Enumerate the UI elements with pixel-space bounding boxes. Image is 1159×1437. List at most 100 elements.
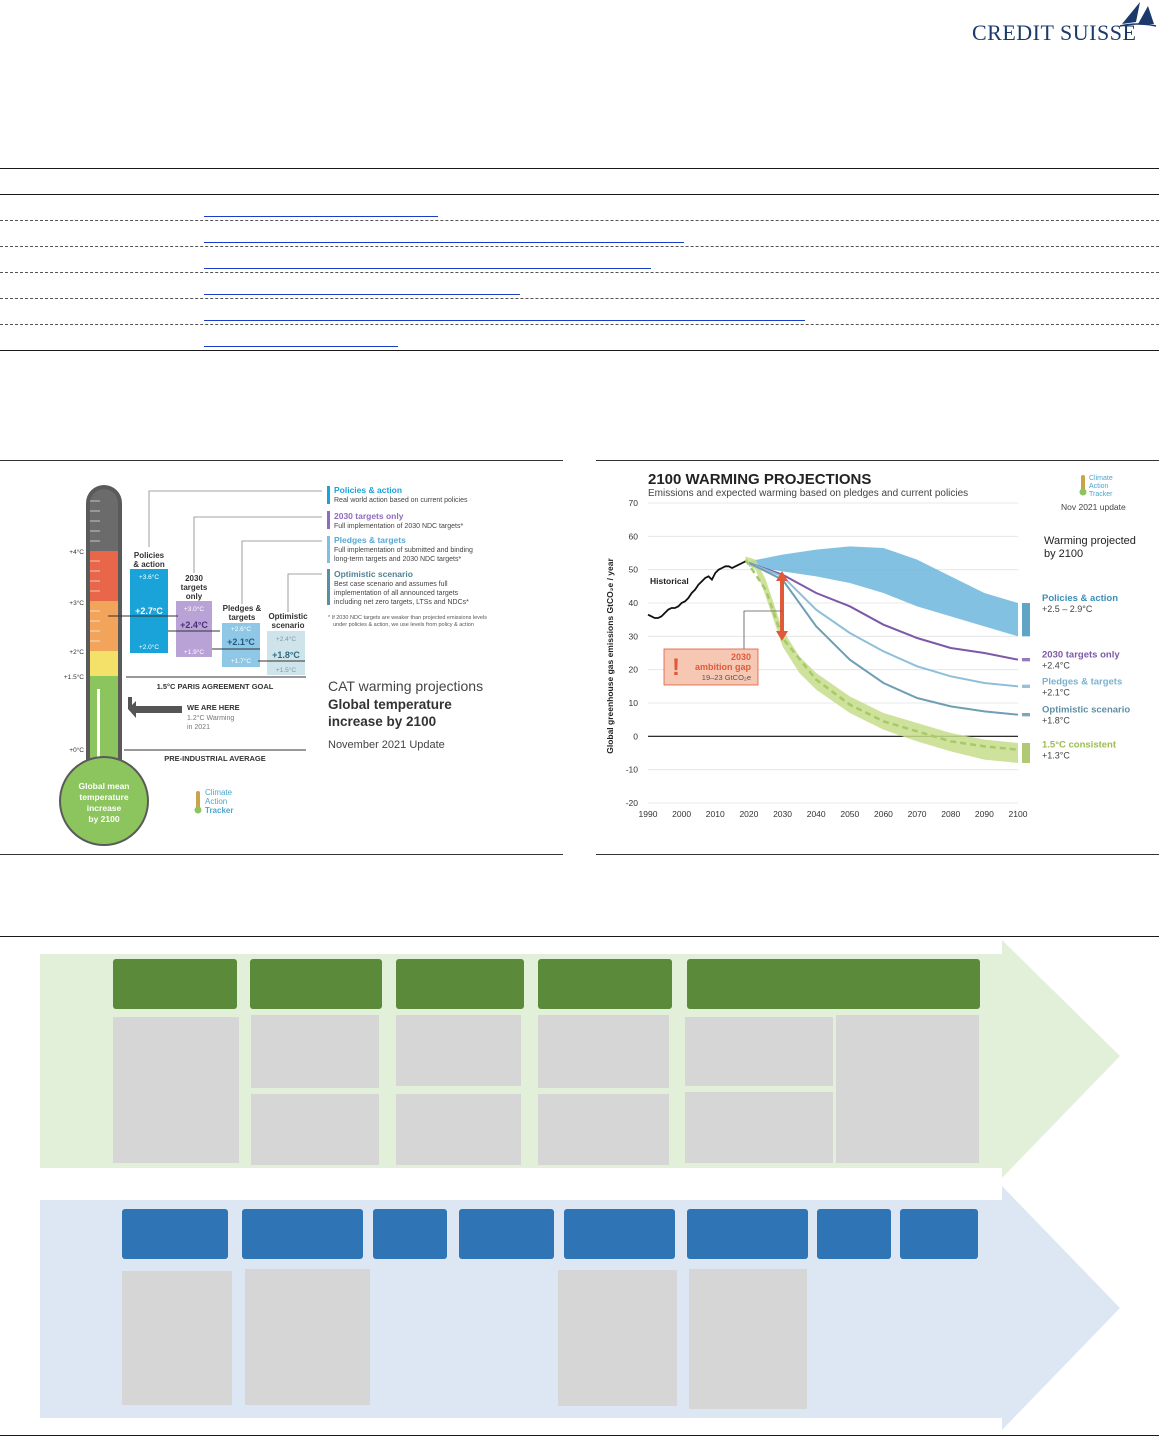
- right-label-name: Pledges & targets: [1042, 676, 1122, 687]
- table-rule: [0, 220, 1159, 221]
- sails-graphic: [1119, 2, 1157, 27]
- source-link[interactable]: [204, 320, 805, 321]
- column-top-value: +3.0°C: [184, 605, 204, 613]
- footnote-line: * If 2030 NDC targets are weaker than pr…: [328, 615, 487, 621]
- footnote-line: under policies & action, we use levels f…: [333, 622, 474, 628]
- source-link[interactable]: [204, 242, 684, 243]
- legend-line: implementation of all announced targets: [334, 590, 459, 597]
- legend-line: Best case scenario and assumes full: [334, 581, 448, 588]
- green-headers: [113, 959, 980, 1009]
- scale-label: +1.5°C: [64, 673, 84, 681]
- scale-label: +3°C: [69, 599, 84, 607]
- column-bottom-value: +1.7°C: [231, 657, 251, 665]
- column-name: only: [186, 592, 203, 601]
- emissions-chart: 2100 WARMING PROJECTIONS Emissions and e…: [605, 471, 1136, 819]
- historical-label: Historical: [650, 576, 689, 586]
- legend-line: Real world action based on current polic…: [334, 497, 468, 504]
- legend-line: including net zero targets, LTSs and NDC…: [334, 599, 469, 606]
- table-rule: [0, 246, 1159, 247]
- legend-title: Optimistic scenario: [334, 569, 413, 579]
- emissions-chart-panel: 2100 WARMING PROJECTIONS Emissions and e…: [596, 460, 1159, 855]
- column-name: targets: [181, 583, 208, 592]
- column-name: Policies: [134, 551, 165, 560]
- source-link[interactable]: [204, 346, 398, 347]
- end-marker: [1022, 684, 1030, 688]
- y-tick-label: 70: [629, 498, 639, 508]
- thermometer-panel: Global mean temperature increase by 2100…: [0, 460, 563, 855]
- bulb-line: increase: [87, 803, 122, 813]
- source-link[interactable]: [204, 216, 438, 217]
- x-tick-label: 2080: [941, 809, 960, 819]
- bulb-line: Global mean: [78, 781, 129, 791]
- gap-line: 19–23 GtCO₂e: [702, 673, 751, 682]
- column-bottom-value: +1.5°C: [276, 666, 296, 674]
- gap-icon: !: [672, 654, 680, 681]
- chart-title: 2100 WARMING PROJECTIONS: [648, 471, 871, 488]
- x-tick-label: 2030: [773, 809, 792, 819]
- right-label-range: +2.4°C: [1042, 661, 1070, 671]
- bulb-line: temperature: [79, 792, 128, 802]
- table-rule: [0, 324, 1159, 325]
- historical-line: [647, 560, 746, 619]
- bulb-line: by 2100: [88, 814, 119, 824]
- column-mid-value: +1.8°C: [272, 650, 300, 660]
- scale-label: +2°C: [69, 648, 84, 656]
- y-tick-label: -20: [626, 798, 639, 808]
- credit-suisse-logo: CREDIT SUISSE: [972, 6, 1136, 46]
- x-tick-label: 2060: [874, 809, 893, 819]
- right-label-range: +1.8°C: [1042, 716, 1070, 726]
- band-policies-action: [748, 546, 1018, 637]
- legend-title: 2030 targets only: [334, 511, 404, 521]
- legend-title: Pledges & targets: [334, 535, 406, 545]
- y-tick-label: 60: [629, 531, 639, 541]
- table-rule: [0, 272, 1159, 273]
- legend-line: Full implementation of 2030 NDC targets*: [334, 523, 463, 530]
- column-mid-value: +2.1°C: [227, 637, 255, 647]
- table-rule: [0, 168, 1159, 169]
- series-2030-targets-only: [748, 562, 1019, 661]
- chart-subtitle: Emissions and expected warming based on …: [648, 488, 968, 499]
- x-tick-label: 2070: [908, 809, 927, 819]
- process-diagram: [40, 940, 1120, 1430]
- cat-logo-line: Action: [205, 797, 227, 806]
- legend-line: long-term targets and 2030 NDC targets*: [334, 556, 462, 563]
- cat-title: CAT warming projections: [328, 678, 483, 694]
- source-link[interactable]: [204, 294, 520, 295]
- warming-title: Warming projected: [1044, 535, 1136, 547]
- x-tick-label: 2100: [1009, 809, 1028, 819]
- gap-line: 2030: [731, 652, 751, 662]
- column-name: 2030: [185, 574, 203, 583]
- column-bottom-value: +2.0°C: [139, 643, 159, 651]
- end-marker: [1022, 743, 1030, 763]
- source-link[interactable]: [204, 268, 651, 269]
- column-name: targets: [229, 613, 256, 622]
- chart-update: Nov 2021 update: [1061, 502, 1126, 512]
- column-name: scenario: [272, 621, 305, 630]
- y-tick-label: 20: [629, 665, 639, 675]
- end-marker: [1022, 658, 1030, 662]
- y-tick-label: 10: [629, 698, 639, 708]
- cat-subtitle: Global temperature: [328, 697, 452, 712]
- chart-logo-line: Tracker: [1089, 491, 1113, 498]
- preindustrial-label: PRE-INDUSTRIAL AVERAGE: [164, 754, 266, 763]
- x-tick-label: 2040: [807, 809, 826, 819]
- series-pledges-targets: [748, 562, 1019, 688]
- y-tick-label: 30: [629, 631, 639, 641]
- y-tick-label: 0: [633, 731, 638, 741]
- cat-subtitle: increase by 2100: [328, 714, 436, 729]
- x-tick-label: 2090: [975, 809, 994, 819]
- column-name: Pledges &: [223, 604, 262, 613]
- section-rule: [0, 936, 1159, 937]
- blue-cells: [122, 1269, 807, 1409]
- warming-title: by 2100: [1044, 548, 1083, 560]
- brand-name: CREDIT SUISSE: [972, 20, 1137, 45]
- cat-logo-line: Climate: [205, 788, 233, 797]
- column-mid-value: +2.4°C: [180, 620, 208, 630]
- we-are-here: WE ARE HERE: [187, 703, 240, 712]
- x-tick-label: 1990: [639, 809, 658, 819]
- right-label-name: 1.5°C consistent: [1042, 740, 1117, 751]
- column-name: Optimistic: [268, 612, 308, 621]
- cat-update: November 2021 Update: [328, 739, 445, 751]
- chart-logo-line: Action: [1089, 483, 1109, 490]
- right-label-range: +2.1°C: [1042, 687, 1070, 697]
